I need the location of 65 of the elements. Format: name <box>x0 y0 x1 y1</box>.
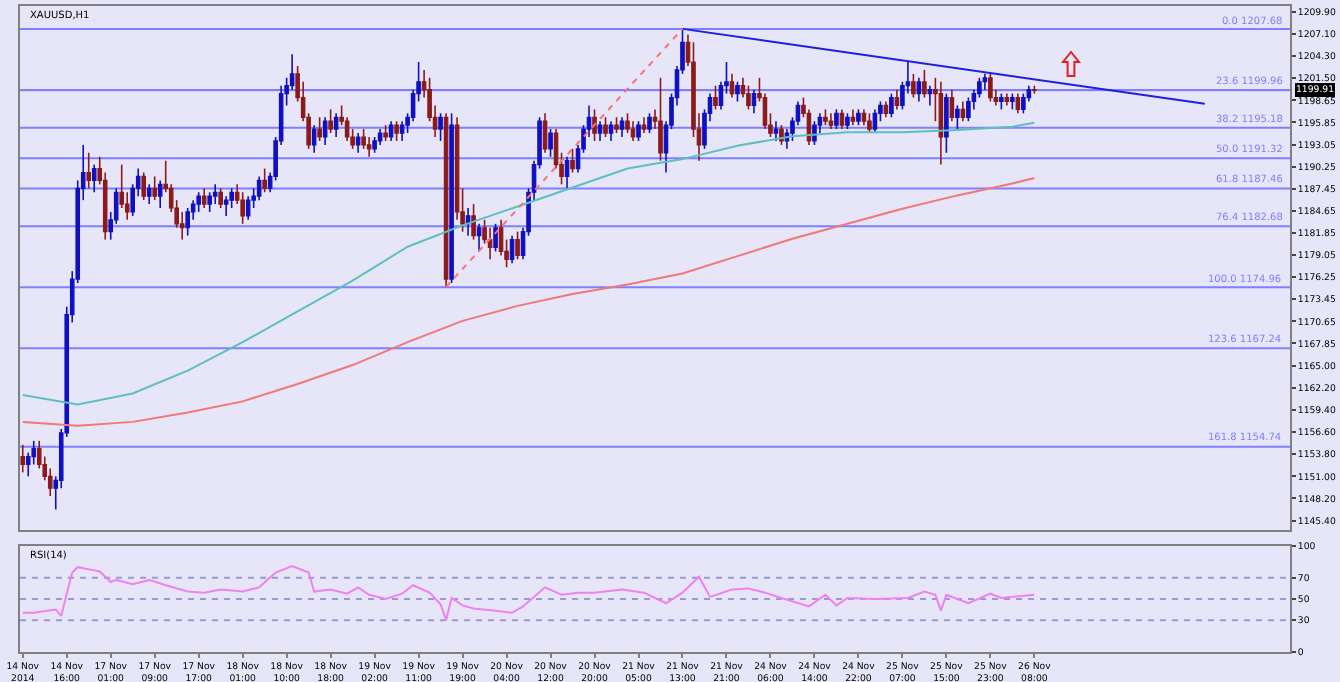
candlestick <box>1021 92 1026 115</box>
candlestick <box>515 230 520 261</box>
candlestick <box>262 167 267 194</box>
candlestick <box>597 120 603 142</box>
candlestick <box>570 148 575 174</box>
candlestick <box>630 120 636 142</box>
candlestick <box>218 187 223 209</box>
candlestick <box>603 116 608 138</box>
candlestick <box>878 100 883 123</box>
candlestick <box>207 191 212 213</box>
candlestick <box>658 77 663 162</box>
candlestick <box>779 124 784 146</box>
candlestick <box>922 69 927 99</box>
candlestick <box>196 191 201 213</box>
candlestick <box>988 73 993 103</box>
candlestick <box>493 223 498 253</box>
candlestick <box>146 183 152 205</box>
candlestick <box>889 92 894 119</box>
candlestick <box>86 151 92 190</box>
candlestick <box>240 191 245 225</box>
candlestick <box>245 195 251 221</box>
candlestick <box>141 171 146 201</box>
candlestick <box>927 84 933 107</box>
candlestick <box>366 136 372 158</box>
candlestick <box>355 132 361 154</box>
candlestick <box>185 207 190 237</box>
candlestick <box>311 124 317 154</box>
candlestick <box>735 80 740 103</box>
candlestick <box>834 108 839 130</box>
candlestick <box>773 120 779 142</box>
candlestick <box>328 108 333 134</box>
line-series <box>21 177 1036 427</box>
candlestick <box>361 128 366 150</box>
candlestick <box>608 120 614 142</box>
candlestick <box>471 203 476 241</box>
candlestick <box>713 84 718 111</box>
candlestick <box>152 175 157 201</box>
candlestick <box>647 112 652 134</box>
candlestick <box>91 163 97 194</box>
candlestick <box>548 128 553 158</box>
candlestick <box>944 92 949 154</box>
candlestick <box>157 179 163 209</box>
candlestick <box>317 116 322 142</box>
candlestick <box>399 120 405 142</box>
candlestick <box>625 112 630 134</box>
candlestick <box>438 112 443 142</box>
candlestick <box>911 73 916 99</box>
line-series <box>21 565 1036 622</box>
candlestick <box>20 443 26 474</box>
candlestick <box>223 195 229 217</box>
candlestick <box>229 187 234 209</box>
candlestick <box>201 187 207 209</box>
candlestick <box>212 183 218 205</box>
candlestick <box>894 88 900 111</box>
line-series <box>21 121 1036 406</box>
candlestick <box>960 100 966 123</box>
candlestick <box>394 120 399 142</box>
candlestick <box>955 104 960 130</box>
candlestick <box>592 108 597 142</box>
candlestick <box>636 120 641 142</box>
candlestick <box>966 96 971 123</box>
candlestick <box>256 175 262 201</box>
candlestick <box>812 120 817 146</box>
candlestick <box>746 84 751 111</box>
candlestick <box>333 112 339 138</box>
